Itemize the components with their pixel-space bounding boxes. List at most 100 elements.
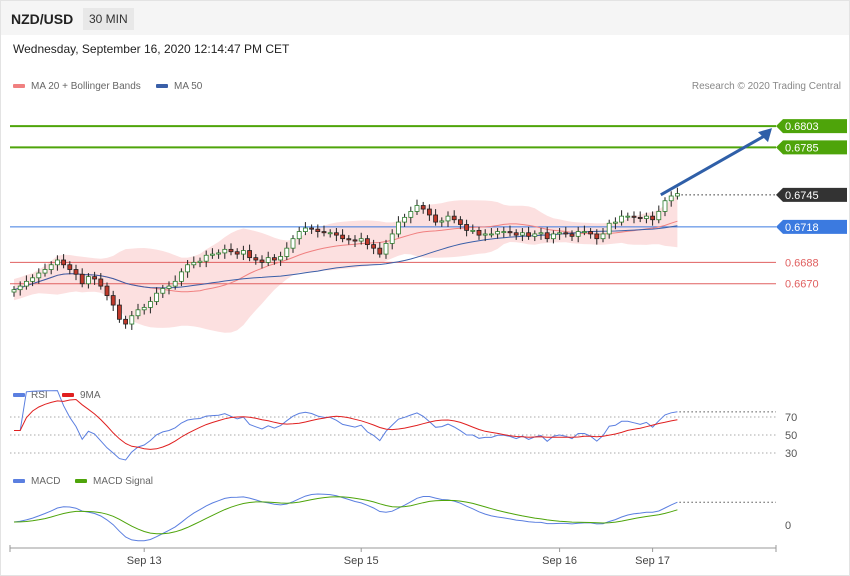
research-credit: Research © 2020 Trading Central [691, 81, 841, 92]
candle-body [36, 272, 42, 279]
timeframe-selector[interactable]: 30 MIN [83, 8, 134, 30]
candle-body [377, 247, 383, 255]
candle-body [166, 285, 172, 289]
candle-body [23, 280, 29, 287]
rsi-ma-line [14, 398, 678, 450]
level-label-0.6785: 0.6785 [785, 142, 819, 154]
bollinger-band [14, 195, 678, 333]
level-label-0.6745: 0.6745 [785, 190, 819, 202]
level-label-0.6670: 0.6670 [785, 279, 819, 291]
candle-body [55, 259, 60, 266]
candle-body [42, 269, 48, 274]
candle-body [507, 231, 513, 234]
candle-body [327, 232, 333, 235]
candle-body [160, 288, 166, 294]
forecast-arrow [660, 133, 767, 197]
candle-body [650, 215, 655, 221]
level-tag-0.6745 [776, 187, 847, 202]
rsi-label: RSI [31, 390, 48, 401]
candle-body [197, 260, 203, 263]
macd-label: MACD [31, 476, 61, 487]
candle-body [135, 309, 141, 317]
candle-body [426, 208, 432, 216]
candle-body [544, 232, 550, 240]
candle-body [302, 227, 308, 232]
level-tag-0.6718 [776, 219, 847, 234]
candle-body [117, 304, 122, 320]
candle-body [588, 231, 593, 235]
candle-body [48, 264, 54, 270]
header-bar: NZD/USD 30 MIN [1, 1, 849, 35]
candle-body [551, 233, 556, 240]
candle-body [67, 264, 73, 270]
rsi-swatch [13, 393, 25, 398]
candle-body [488, 233, 494, 236]
candle-body [340, 234, 346, 240]
ma20-swatch [13, 84, 25, 89]
candle-body [240, 250, 246, 255]
legend-macd: MACD [13, 476, 60, 487]
candle-body [606, 222, 612, 235]
candle-body [253, 257, 259, 261]
candle-body [631, 215, 637, 218]
candle-body [476, 229, 482, 236]
candle-body [30, 277, 36, 282]
macd-swatch [13, 479, 25, 484]
candle-body [668, 195, 674, 202]
candle-body [17, 285, 23, 291]
candle-body [265, 257, 271, 263]
candle-body [594, 233, 600, 240]
candle-body [123, 318, 128, 325]
candle-body [445, 215, 451, 222]
candle-body [172, 280, 178, 287]
candle-body [209, 253, 215, 256]
macd-line [13, 493, 678, 542]
candle-body [389, 233, 395, 244]
candle-body [662, 200, 668, 212]
timestamp: Wednesday, September 16, 2020 12:14:47 P… [13, 42, 290, 56]
candle-body [402, 216, 408, 223]
forecast-arrowhead [758, 128, 772, 143]
candle-body [625, 215, 631, 218]
candle-body [259, 259, 265, 263]
candle-body [315, 228, 321, 232]
candle-body [333, 232, 339, 236]
x-tick-label: Sep 17 [635, 555, 670, 567]
legend-rsi: RSI [13, 390, 48, 401]
candle-body [352, 239, 358, 242]
candle-body [203, 254, 209, 262]
candle-body [495, 231, 501, 235]
candle-body [395, 221, 401, 235]
candle-body [470, 229, 476, 232]
candle-body [110, 295, 116, 306]
candle-body [637, 216, 643, 219]
candle-body [383, 243, 389, 255]
level-label-0.6718: 0.6718 [785, 222, 819, 234]
legend-ma20: MA 20 + Bollinger Bands [13, 81, 141, 92]
rsi-tick-30: 30 [785, 448, 797, 460]
candle-body [358, 238, 364, 242]
rsi-tick-50: 50 [785, 430, 797, 442]
instrument-title: NZD/USD [11, 11, 74, 27]
x-tick-label: Sep 15 [344, 555, 379, 567]
candle-body [321, 231, 327, 234]
candle-body [513, 232, 519, 236]
candle-body [656, 211, 662, 221]
candle-body [216, 252, 222, 255]
candle-body [154, 292, 160, 302]
macd-tick-0: 0 [785, 520, 791, 532]
rsi-ma-label: 9MA [80, 390, 101, 401]
candle-body [234, 251, 240, 255]
level-tag-0.6785 [776, 140, 847, 155]
candle-body [73, 269, 79, 275]
candle-body [185, 264, 191, 273]
candle-body [247, 250, 253, 259]
candle-body [290, 238, 296, 249]
candle-body [178, 271, 184, 282]
candle-body [532, 233, 538, 237]
candle-body [569, 233, 575, 237]
candle-body [439, 220, 445, 223]
rsi-tick-70: 70 [785, 412, 797, 424]
candle-body [557, 232, 562, 235]
